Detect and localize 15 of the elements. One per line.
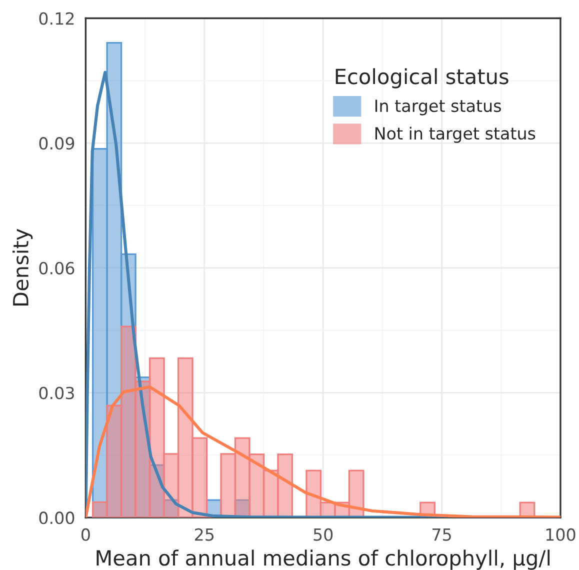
y-tick-label: 0.12 <box>39 12 74 25</box>
y-axis-title: Density <box>12 228 33 306</box>
x-axis-title: Mean of annual medians of chlorophyll, µg/l <box>96 550 550 570</box>
y-tick-label: 0.00 <box>39 512 74 524</box>
y-tick-label: 0.09 <box>39 137 74 150</box>
legend-label: Not in target status <box>375 126 536 143</box>
x-tick-label: 50 <box>314 528 333 541</box>
legend-label: In target status <box>375 100 501 116</box>
x-tick-label: 100 <box>546 528 576 541</box>
x-tick-label: 25 <box>195 528 214 541</box>
x-tick-label: 0 <box>81 528 90 541</box>
y-tick-label: 0.03 <box>39 386 74 400</box>
legend-title: Ecological status <box>336 68 508 88</box>
y-tick-label: 0.06 <box>39 262 74 274</box>
x-tick-label: 75 <box>432 528 451 541</box>
